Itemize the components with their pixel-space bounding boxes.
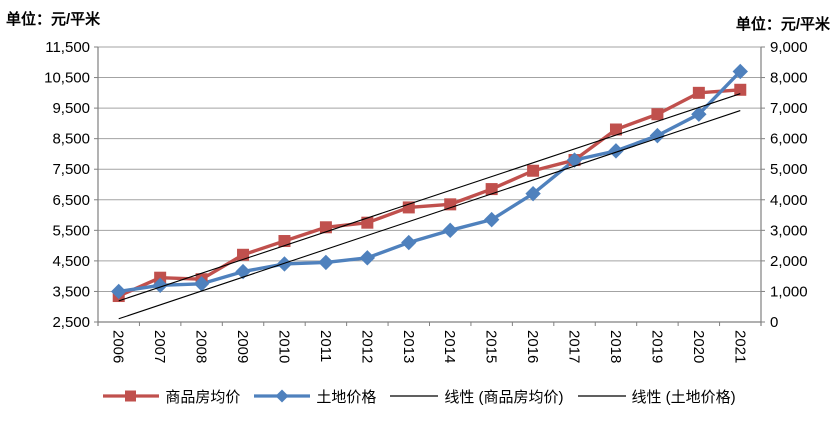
svg-text:5,500: 5,500	[52, 222, 90, 239]
svg-text:3,500: 3,500	[52, 283, 90, 300]
right-axis-title: 单位：元/平米	[735, 16, 830, 33]
svg-text:8,500: 8,500	[52, 131, 90, 148]
svg-text:2020: 2020	[690, 330, 707, 363]
legend-item-trend-land: 线性 (土地价格)	[577, 386, 736, 407]
svg-text:7,500: 7,500	[52, 161, 90, 178]
svg-text:6,500: 6,500	[52, 192, 90, 209]
svg-text:2009: 2009	[234, 330, 251, 363]
svg-text:2008: 2008	[193, 330, 210, 363]
svg-text:2010: 2010	[275, 330, 292, 363]
svg-text:2015: 2015	[483, 330, 500, 363]
blue-line-diamond-marker-icon	[254, 389, 311, 403]
red-line-square-marker-icon	[103, 390, 160, 402]
svg-text:2019: 2019	[648, 330, 665, 363]
svg-text:5,000: 5,000	[770, 161, 808, 178]
svg-text:9,500: 9,500	[52, 100, 90, 117]
svg-text:1,000: 1,000	[770, 283, 808, 300]
legend-item-land-price: 土地价格	[253, 386, 376, 407]
legend-item-trend-housing: 线性 (商品房均价)	[389, 386, 564, 407]
svg-text:10,500: 10,500	[44, 70, 90, 87]
svg-text:2007: 2007	[151, 330, 168, 363]
legend-label: 商品房均价	[165, 388, 241, 406]
svg-text:2011: 2011	[317, 330, 334, 362]
legend-label: 线性 (土地价格)	[631, 388, 736, 406]
svg-text:0: 0	[770, 314, 778, 331]
svg-text:2013: 2013	[400, 330, 417, 363]
svg-text:3,000: 3,000	[770, 222, 808, 239]
legend-item-housing-price: 商品房均价	[102, 386, 240, 407]
svg-text:9,000: 9,000	[770, 39, 808, 56]
svg-text:11,500: 11,500	[45, 39, 90, 56]
black-trendline-icon	[577, 395, 626, 397]
legend-label: 线性 (商品房均价)	[444, 388, 564, 406]
svg-text:2017: 2017	[566, 330, 583, 363]
svg-text:8,000: 8,000	[770, 70, 808, 87]
svg-text:2,500: 2,500	[52, 314, 90, 331]
svg-text:4,000: 4,000	[770, 192, 808, 209]
svg-text:7,000: 7,000	[770, 100, 808, 117]
svg-text:4,500: 4,500	[52, 253, 90, 270]
svg-text:6,000: 6,000	[770, 131, 808, 148]
legend-label: 土地价格	[316, 388, 377, 406]
svg-text:2006: 2006	[110, 330, 127, 363]
svg-text:2014: 2014	[441, 330, 458, 363]
svg-text:2016: 2016	[524, 330, 541, 363]
svg-text:2018: 2018	[607, 330, 624, 363]
chart-legend: 商品房均价 土地价格 线性 (商品房均价) 线性 (土地价格)	[0, 381, 838, 411]
svg-text:2,000: 2,000	[770, 253, 808, 270]
left-axis-title: 单位：元/平米	[6, 11, 101, 28]
svg-text:2021: 2021	[731, 330, 748, 363]
svg-text:2012: 2012	[358, 330, 375, 363]
black-trendline-icon	[390, 395, 439, 397]
